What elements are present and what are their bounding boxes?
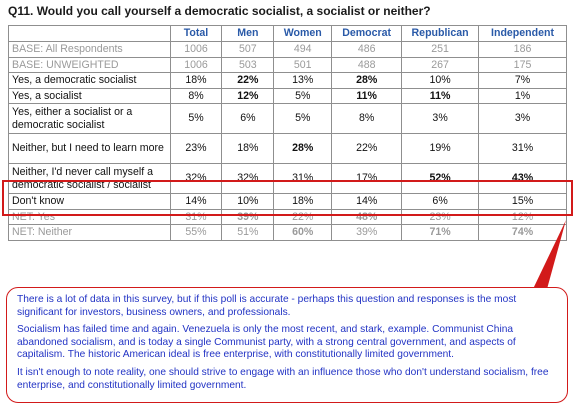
table-cell: 19% — [401, 133, 480, 164]
table-cell: 31% — [273, 163, 333, 194]
table-cell: 494 — [273, 41, 333, 58]
table-cell: 503 — [221, 56, 275, 73]
survey-table: Total Men Women Democrat Republican Inde… — [8, 25, 567, 241]
row-label: Neither, but I need to learn more — [8, 133, 171, 164]
table-cell: 18% — [221, 133, 275, 164]
column-header: Republican — [401, 25, 480, 42]
callout-paragraph: Socialism has failed time and again. Ven… — [17, 324, 516, 361]
table-cell: 23% — [169, 133, 223, 164]
table-cell: 28% — [331, 72, 403, 89]
table-cell: 3% — [401, 103, 480, 134]
table-cell: 17% — [331, 163, 403, 194]
table-cell: 10% — [221, 193, 275, 210]
table-cell: 8% — [331, 103, 403, 134]
table-row: Neither, I'd never call myself a democra… — [8, 163, 567, 194]
table-row: Yes, a democratic socialist 18% 22% 13% 28% 1… — [8, 72, 567, 89]
table-cell: 5% — [273, 103, 333, 134]
row-label: NET: Yes — [8, 208, 171, 225]
table-cell: 55% — [169, 224, 223, 241]
row-label: BASE: All Respondents — [8, 41, 171, 58]
column-header: Total — [169, 25, 223, 42]
table-cell: 60% — [273, 224, 333, 241]
row-label: Don't know — [8, 193, 171, 210]
table-cell: 32% — [169, 163, 223, 194]
table-cell: 186 — [478, 41, 567, 58]
table-cell: 11% — [331, 87, 403, 104]
table-row: Don't know 14% 10% 18% 14% 6% 15% — [8, 193, 567, 210]
row-label: Neither, I'd never call myself a democra… — [8, 163, 171, 194]
table-cell: 23% — [401, 208, 480, 225]
column-header — [8, 25, 171, 42]
table-row: NET: Neither 55% 51% 60% 39% 71% 74% — [8, 224, 567, 241]
table-cell: 5% — [169, 103, 223, 134]
table-cell: 14% — [169, 193, 223, 210]
table-row: Neither, but I need to learn more 23% 18% 2… — [8, 133, 567, 164]
table-cell: 71% — [401, 224, 480, 241]
row-label: NET: Neither — [8, 224, 171, 241]
column-header: Independent — [478, 25, 567, 42]
table-cell: 31% — [169, 208, 223, 225]
row-label: Yes, a socialist — [8, 87, 171, 104]
table-cell: 39% — [221, 208, 275, 225]
table-cell: 507 — [221, 41, 275, 58]
table-cell: 18% — [169, 72, 223, 89]
table-cell: 14% — [331, 193, 403, 210]
table-row: Yes, a socialist 8% 12% 5% 11% 11% 1% — [8, 87, 567, 104]
table-cell: 48% — [331, 208, 403, 225]
table-cell: 6% — [221, 103, 275, 134]
table-row: BASE: All Respondents 1006 507 494 486 251 186 — [8, 41, 567, 58]
column-header: Democrat — [331, 25, 403, 42]
row-label: Yes, a democratic socialist — [8, 72, 171, 89]
table-cell: 74% — [478, 224, 567, 241]
table-cell: 267 — [401, 56, 480, 73]
table-cell: 22% — [221, 72, 275, 89]
table-row: NET: Yes 31% 39% 22% 48% 23% 12% — [8, 208, 567, 225]
column-header: Women — [273, 25, 333, 42]
table-cell: 486 — [331, 41, 403, 58]
table-cell: 3% — [478, 103, 567, 134]
column-header: Men — [221, 25, 275, 42]
table-cell: 52% — [401, 163, 480, 194]
table-cell: 43% — [478, 163, 567, 194]
callout-paragraph: There is a lot of data in this survey, b… — [17, 294, 517, 318]
table-cell: 251 — [401, 41, 480, 58]
table-cell: 31% — [478, 133, 567, 164]
question-title: Q11. Would you call yourself a democrati… — [8, 4, 431, 18]
table-cell: 6% — [401, 193, 480, 210]
row-label: Yes, either a socialist or a democratic … — [8, 103, 171, 134]
table-cell: 32% — [221, 163, 275, 194]
table-cell: 13% — [273, 72, 333, 89]
table-cell: 51% — [221, 224, 275, 241]
row-label: BASE: UNWEIGHTED — [8, 56, 171, 73]
table-cell: 1% — [478, 87, 567, 104]
table-cell: 22% — [331, 133, 403, 164]
table-cell: 501 — [273, 56, 333, 73]
table-cell: 22% — [273, 208, 333, 225]
table-row: BASE: UNWEIGHTED 1006 503 501 488 267 175 — [8, 56, 567, 73]
table-cell: 28% — [273, 133, 333, 164]
table-cell: 12% — [478, 208, 567, 225]
table-cell: 15% — [478, 193, 567, 210]
table-cell: 488 — [331, 56, 403, 73]
table-cell: 11% — [401, 87, 480, 104]
table-cell: 1006 — [169, 41, 223, 58]
table-cell: 1006 — [169, 56, 223, 73]
table-cell: 18% — [273, 193, 333, 210]
table-cell: 39% — [331, 224, 403, 241]
table-cell: 8% — [169, 87, 223, 104]
callout-paragraph: It isn't enough to note reality, one sho… — [17, 366, 549, 391]
table-header-row: Total Men Women Democrat Republican Inde… — [8, 25, 567, 42]
table-cell: 5% — [273, 87, 333, 104]
annotation-callout: There is a lot of data in this survey, b… — [6, 287, 568, 403]
table-cell: 7% — [478, 72, 567, 89]
table-row: Yes, either a socialist or a democratic … — [8, 103, 567, 134]
table-cell: 12% — [221, 87, 275, 104]
table-cell: 10% — [401, 72, 480, 89]
table-cell: 175 — [478, 56, 567, 73]
